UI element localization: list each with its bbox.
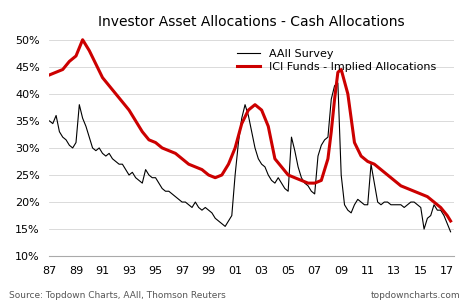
Text: Source: Topdown Charts, AAII, Thomson Reuters: Source: Topdown Charts, AAII, Thomson Re… xyxy=(9,291,226,300)
AAII Survey xyxy=(448,230,454,234)
Text: topdowncharts.com: topdowncharts.com xyxy=(371,291,461,300)
AAII Survey xyxy=(47,119,52,123)
Title: Investor Asset Allocations - Cash Allocations: Investor Asset Allocations - Cash Alloca… xyxy=(98,15,405,29)
AAII Survey xyxy=(302,181,307,185)
Line: AAII Survey: AAII Survey xyxy=(49,83,451,232)
AAII Survey xyxy=(266,173,271,177)
ICI Funds - Implied Allocations xyxy=(47,73,52,77)
ICI Funds - Implied Allocations xyxy=(319,178,324,182)
ICI Funds - Implied Allocations xyxy=(448,219,454,223)
ICI Funds - Implied Allocations xyxy=(80,38,86,42)
ICI Funds - Implied Allocations xyxy=(325,157,331,161)
AAII Survey xyxy=(421,227,427,231)
ICI Funds - Implied Allocations xyxy=(106,84,112,88)
AAII Survey xyxy=(140,181,145,185)
Legend: AAII Survey, ICI Funds - Implied Allocations: AAII Survey, ICI Funds - Implied Allocat… xyxy=(233,44,440,77)
AAII Survey xyxy=(335,81,341,85)
AAII Survey xyxy=(438,208,444,212)
AAII Survey xyxy=(176,198,181,201)
ICI Funds - Implied Allocations xyxy=(285,173,291,177)
ICI Funds - Implied Allocations xyxy=(226,162,231,166)
Line: ICI Funds - Implied Allocations: ICI Funds - Implied Allocations xyxy=(49,40,451,221)
ICI Funds - Implied Allocations xyxy=(259,108,265,112)
